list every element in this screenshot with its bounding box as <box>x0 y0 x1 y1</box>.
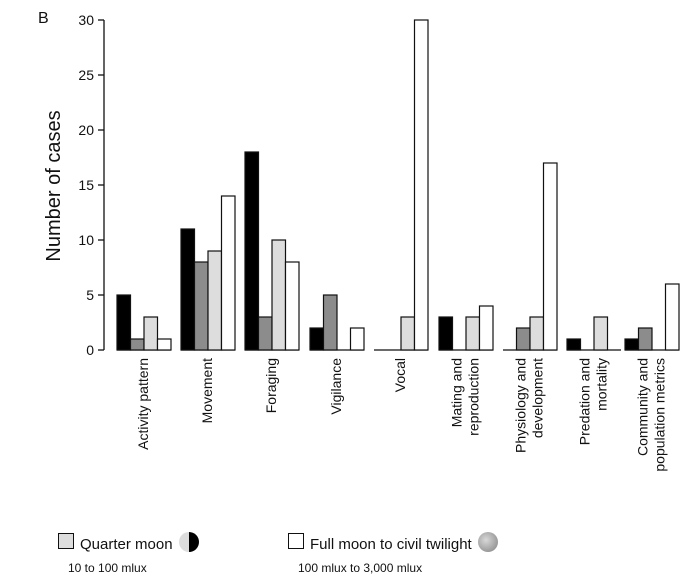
bar <box>478 305 494 351</box>
legend-swatch-quarter-moon <box>58 533 74 549</box>
bar <box>637 327 653 351</box>
legend-range-quarter-moon: 10 to 100 mlux <box>68 561 147 575</box>
x-category-label: Activity pattern <box>135 358 151 450</box>
bar <box>593 316 609 351</box>
bar <box>465 316 481 351</box>
y-tick-label: 0 <box>86 342 94 358</box>
x-category-label: population metrics <box>652 358 668 472</box>
bar <box>438 316 454 351</box>
x-category-label: reproduction <box>466 358 482 436</box>
x-category-label: Foraging <box>263 358 279 413</box>
bar <box>244 151 260 351</box>
legend-range-full-moon: 100 mlux to 3,000 mlux <box>298 561 423 575</box>
bar <box>515 327 531 351</box>
legend-item-quarter-moon: Quarter moon 10 to 100 mlux <box>58 532 199 576</box>
legend-item-full-moon: Full moon to civil twilight 100 mlux to … <box>288 532 498 576</box>
bar <box>257 316 273 351</box>
bar <box>413 19 429 351</box>
x-category-label: Vigilance <box>328 358 344 415</box>
bar <box>664 283 680 351</box>
category-labels: Activity pattern Movement Foraging Vigilanc… <box>135 358 668 472</box>
y-tick-label: 30 <box>78 12 94 28</box>
x-category-label: development <box>530 358 546 438</box>
bar <box>566 338 582 351</box>
x-category-label: mortality <box>594 358 610 411</box>
x-category-label: Mating and <box>449 358 465 427</box>
bar <box>220 195 236 351</box>
y-tick-label: 25 <box>78 67 94 83</box>
x-category-label: Predation and <box>577 358 593 445</box>
legend-label-quarter-moon: Quarter moon <box>80 536 173 553</box>
bar <box>143 316 159 351</box>
y-tick-label: 15 <box>78 177 94 193</box>
legend-label-full-moon: Full moon to civil twilight <box>310 536 472 553</box>
bar <box>542 162 558 351</box>
panel-label: B <box>38 10 49 27</box>
bar <box>116 294 132 351</box>
bar <box>156 338 172 351</box>
bar <box>129 338 145 351</box>
bar <box>309 327 325 351</box>
y-axis-label: Number of cases <box>43 110 65 261</box>
bar <box>624 338 640 351</box>
y-tick-label: 5 <box>86 287 94 303</box>
bar <box>207 250 223 351</box>
bar <box>271 239 287 351</box>
bar <box>193 261 209 351</box>
bar <box>180 228 196 351</box>
x-category-label: Movement <box>199 358 215 423</box>
legend-swatch-full-moon <box>288 533 304 549</box>
full-moon-icon <box>477 532 498 552</box>
x-category-label: Community and <box>635 358 651 456</box>
x-category-label: Vocal <box>392 358 408 392</box>
y-tick-label: 20 <box>78 122 94 138</box>
y-axis: 0 5 10 15 20 25 30 <box>78 12 105 358</box>
y-tick-label: 10 <box>78 232 94 248</box>
bar <box>349 327 365 351</box>
x-category-label: Physiology and <box>513 358 529 453</box>
bar <box>284 261 300 351</box>
bars <box>116 19 680 351</box>
bar <box>400 316 416 351</box>
bar <box>529 316 545 351</box>
half-moon-icon <box>178 532 199 552</box>
bar <box>322 294 338 351</box>
